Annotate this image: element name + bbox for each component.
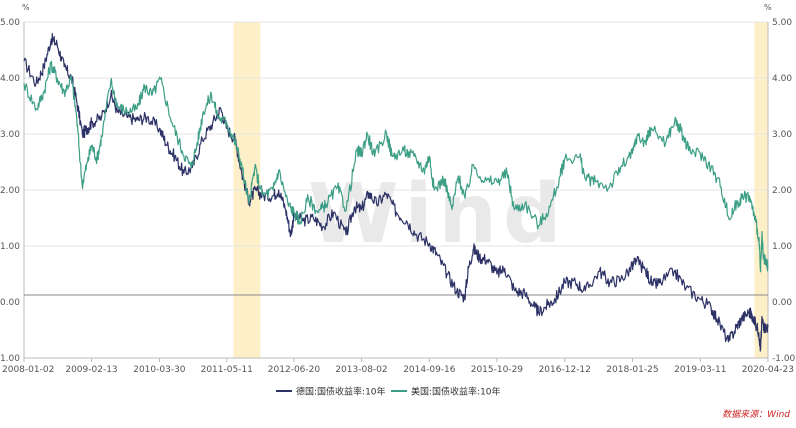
y-tick-label-right: 1.00 <box>772 242 792 252</box>
x-tick-label: 2014-09-16 <box>403 365 456 375</box>
x-tick-label: 2010-03-30 <box>133 365 186 375</box>
series-line-0 <box>23 33 769 352</box>
y-tick-label-right: 2.00 <box>772 186 792 196</box>
legend-label-0: 德国:国债收益率:10年 <box>296 386 386 398</box>
x-tick-label: 2013-08-02 <box>335 365 387 375</box>
series-lines <box>23 33 769 352</box>
y-tick-label-right: 0.00 <box>772 298 792 308</box>
y-tick-label-left: 1.00 <box>0 242 20 252</box>
y-tick-label-left: 4.00 <box>0 74 20 84</box>
watermark-text: Wind <box>308 167 568 262</box>
y-tick-label-left: -1.00 <box>0 354 20 364</box>
y-tick-label-right: 3.00 <box>772 130 792 140</box>
legend-label-1: 美国:国债收益率:10年 <box>411 386 501 398</box>
y-tick-label-right: 4.00 <box>772 74 792 84</box>
x-tick-label: 2012-06-20 <box>268 365 321 375</box>
x-tick-label: 2011-05-11 <box>201 365 253 375</box>
x-tick-label: 2008-01-02 <box>2 365 54 375</box>
y-tick-label-left: 2.00 <box>0 186 20 196</box>
x-tick-label: 2018-01-25 <box>606 365 658 375</box>
x-tick-label: 2009-02-13 <box>65 365 117 375</box>
legend: 德国:国债收益率:10年 美国:国债收益率:10年 <box>276 386 501 398</box>
x-tick-label: 2020-04-23 <box>742 365 794 375</box>
x-tick-label: 2019-03-11 <box>674 365 726 375</box>
axes <box>23 22 769 359</box>
y-tick-label-left: 3.00 <box>0 130 20 140</box>
y-unit-left: % <box>22 3 30 12</box>
y-tick-label-right: -1.00 <box>772 354 796 364</box>
y-unit-right: % <box>764 3 772 12</box>
x-tick-label: 2015-10-29 <box>471 365 524 375</box>
source-text: 数据来源：Wind <box>722 409 790 420</box>
grid-lines <box>24 21 768 359</box>
tick-labels: 5.00 5.00 4.00 4.00 3.00 3.00 2.00 2.00 1.00 1.00… <box>0 18 796 375</box>
series-line-1 <box>23 60 769 273</box>
x-tick-label: 2016-12-12 <box>539 365 591 375</box>
y-tick-label-left: 0.00 <box>0 298 20 308</box>
y-tick-label-left: 5.00 <box>0 18 20 28</box>
y-tick-label-right: 5.00 <box>772 18 792 28</box>
